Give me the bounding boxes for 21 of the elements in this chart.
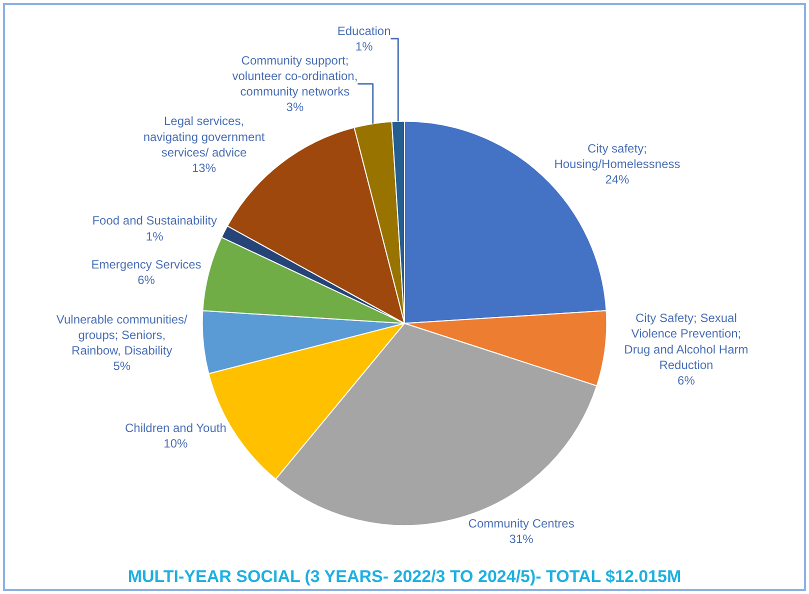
data-label: 3% xyxy=(286,100,304,114)
slice-label: Legal services, navigating government services/ advice xyxy=(143,114,266,160)
data-label: 1% xyxy=(355,39,374,54)
data-label: 10% xyxy=(164,436,188,451)
slice-label: Education xyxy=(337,24,391,38)
slice-label: Community support; volunteer co-ordination, community networks xyxy=(232,53,358,99)
slice-label: City Safety; Sexual Violence Prevention; Drug and Alcohol Harm Reduction xyxy=(624,311,748,372)
slice-label: Food and Sustainability xyxy=(92,214,217,228)
data-label: 1% xyxy=(146,229,164,244)
data-label: 6% xyxy=(138,272,156,287)
data-label: 24% xyxy=(605,172,630,187)
slice-label: Community Centres xyxy=(468,516,574,530)
text: MULTI-YEAR SOCIAL (3 YEARS- 2022/3 TO 2024/5)- TOTAL $12.015M xyxy=(128,567,682,586)
slice-label: Emergency Services xyxy=(91,257,202,272)
slice-label: Children and Youth xyxy=(124,421,226,436)
slice-label: Vulnerable communities/ groups; Seniors, Rainbow, Disability xyxy=(56,312,188,358)
data-label: 6% xyxy=(678,374,696,388)
data-label: 31% xyxy=(509,532,534,546)
data-label: 5% xyxy=(113,359,131,374)
data-label: 13% xyxy=(192,161,216,176)
slice-label: City safety; Housing/Homelessness xyxy=(554,141,680,171)
